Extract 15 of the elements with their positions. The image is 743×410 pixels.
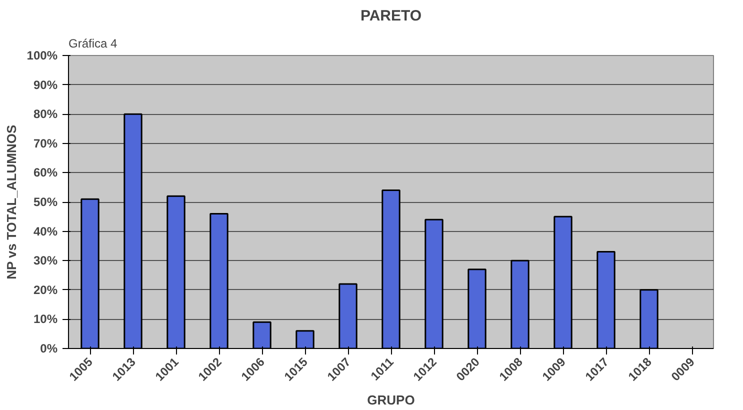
- x-axis-title: GRUPO: [367, 392, 415, 408]
- y-tick-label: 20%: [33, 282, 58, 297]
- y-tick-label: 40%: [33, 224, 58, 238]
- text: Gráfica 4: [68, 36, 118, 50]
- y-tick-label: 80%: [33, 107, 58, 122]
- y-tick-label: 90%: [33, 78, 58, 92]
- chart-title: PARETO: [360, 8, 422, 24]
- y-tick-label: 70%: [33, 136, 58, 150]
- y-tick-label: 50%: [33, 195, 58, 209]
- y-tick-label: 60%: [33, 166, 58, 180]
- y-tick-label: 10%: [33, 312, 58, 326]
- y-tick-label: 30%: [33, 254, 58, 268]
- y-axis-title: NP vs TOTAL_ALUMNOS: [4, 124, 19, 280]
- y-tick-label: 0%: [40, 342, 58, 356]
- y-tick-label: 100%: [26, 48, 58, 62]
